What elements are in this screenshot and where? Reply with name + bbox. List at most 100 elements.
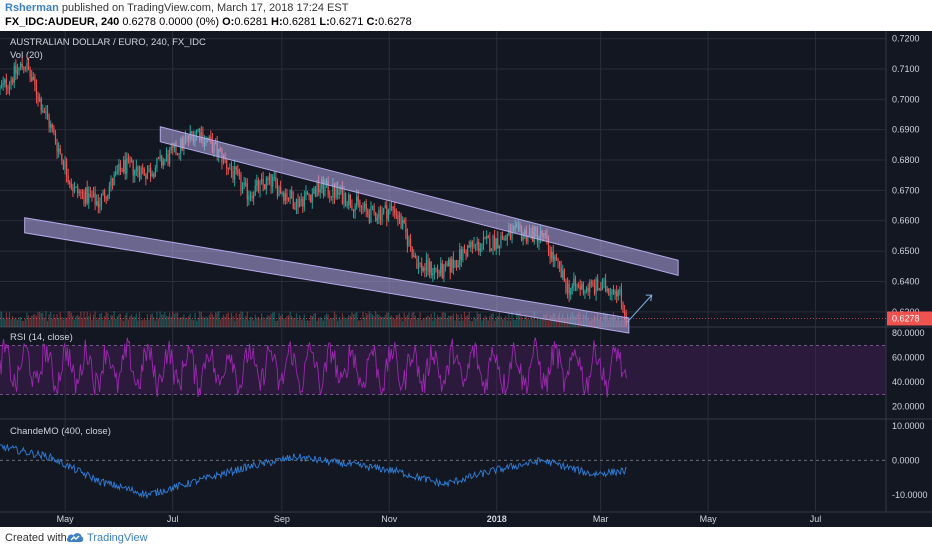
- candle-body: [237, 169, 239, 174]
- candle-body: [617, 291, 619, 297]
- volume-bar: [300, 319, 302, 327]
- candle-body: [292, 198, 294, 209]
- candle-body: [56, 142, 58, 152]
- candle-body: [37, 95, 39, 102]
- volume-bar: [181, 317, 183, 327]
- candle-body: [557, 259, 559, 262]
- candle-body: [413, 255, 415, 257]
- volume-bar: [81, 318, 84, 327]
- volume-bar: [235, 313, 237, 327]
- candle-body: [234, 166, 236, 180]
- candle-body: [506, 234, 508, 240]
- symbol-label: FX_IDC:AUDEUR, 240: [5, 16, 120, 28]
- cmo-pane-title: ChandeMO (400, close): [10, 426, 111, 437]
- candle-body: [394, 209, 396, 215]
- chart-area[interactable]: May Jul Sep Nov 2018 Mar May Jul 0.7200 0.7100 0.7…: [0, 31, 932, 527]
- volume-bar: [398, 313, 401, 327]
- volume-bar: [115, 319, 117, 327]
- volume-bar: [344, 319, 347, 327]
- candle-body: [592, 282, 594, 286]
- volume-bar: [405, 316, 407, 327]
- volume-bar: [279, 315, 282, 327]
- candle-body: [392, 206, 394, 210]
- volume-bar: [403, 312, 405, 327]
- candle-body: [593, 285, 596, 294]
- candle-body: [449, 259, 451, 273]
- candle-body: [272, 177, 274, 187]
- candle-body: [614, 290, 616, 295]
- projection-arrow: [626, 294, 653, 323]
- volume-bar: [295, 313, 298, 327]
- candle-body: [75, 186, 77, 188]
- tradingview-brand-link[interactable]: TradingView: [87, 532, 148, 544]
- time-axis-label: Mar: [593, 514, 609, 524]
- volume-bar: [257, 316, 260, 327]
- volume-bar: [85, 317, 87, 327]
- volume-bar: [449, 315, 451, 327]
- volume-bar: [167, 316, 169, 327]
- candle-body: [425, 259, 428, 271]
- volume-bar: [219, 319, 221, 327]
- volume-bar: [351, 312, 353, 327]
- candle-body: [85, 187, 87, 204]
- time-axis-label: Sep: [274, 514, 290, 524]
- volume-bar: [40, 312, 42, 327]
- rsi-pane: [0, 337, 886, 398]
- volume-bar: [427, 315, 429, 327]
- volume-bar: [151, 313, 153, 327]
- candle-body: [246, 183, 248, 200]
- candle-body: [129, 158, 131, 163]
- volume-bar: [75, 316, 77, 327]
- candle-body: [197, 128, 199, 130]
- candle-body: [484, 237, 486, 239]
- volume-bar: [2, 317, 4, 327]
- volume-bar: [543, 314, 545, 327]
- volume-bar: [440, 316, 442, 327]
- volume-bar: [16, 319, 19, 327]
- volume-bar: [224, 316, 226, 327]
- candle-body: [58, 148, 60, 152]
- volume-bar: [321, 318, 323, 327]
- price-axis-label: 0.6600: [892, 216, 920, 226]
- candle-body: [314, 188, 317, 197]
- candle-body: [142, 167, 144, 170]
- volume-bar: [214, 312, 217, 327]
- volume-bar: [425, 316, 428, 327]
- volume-bar: [184, 317, 187, 327]
- candle-body: [243, 182, 245, 186]
- volume-bar: [311, 316, 313, 327]
- volume-bar: [20, 316, 22, 327]
- candle-body: [409, 238, 412, 247]
- candle-body: [400, 214, 402, 229]
- chart-canvas[interactable]: May Jul Sep Nov 2018 Mar May Jul 0.7200 0.7100 0.7…: [0, 31, 932, 527]
- volume-bar: [24, 318, 26, 327]
- candle-body: [389, 206, 391, 211]
- volume-bar: [460, 314, 462, 327]
- candle-body: [386, 204, 388, 220]
- candle-body: [467, 245, 469, 257]
- candle-body: [501, 235, 504, 240]
- volume-bar: [192, 319, 195, 327]
- candle-body: [126, 158, 128, 174]
- volume-bar: [308, 320, 310, 327]
- candle-body: [505, 238, 507, 240]
- volume-bar: [202, 316, 204, 327]
- volume-bar: [314, 313, 317, 327]
- author-link[interactable]: Rsherman: [5, 2, 59, 14]
- candle-body: [500, 235, 502, 246]
- channel-lower-band: [24, 217, 630, 334]
- candle-body: [156, 158, 158, 169]
- candle-body: [7, 88, 9, 90]
- volume-bar: [384, 314, 386, 327]
- candle-body: [222, 155, 225, 163]
- candle-body: [408, 238, 410, 246]
- volume-bar: [260, 313, 263, 327]
- volume-bar: [148, 319, 150, 327]
- volume-bar: [188, 315, 190, 327]
- candle-body: [308, 194, 310, 196]
- candle-body: [113, 174, 115, 186]
- candle-body: [357, 196, 359, 202]
- candle-body: [368, 214, 370, 223]
- candle-body: [313, 188, 315, 194]
- candle-body: [124, 159, 126, 174]
